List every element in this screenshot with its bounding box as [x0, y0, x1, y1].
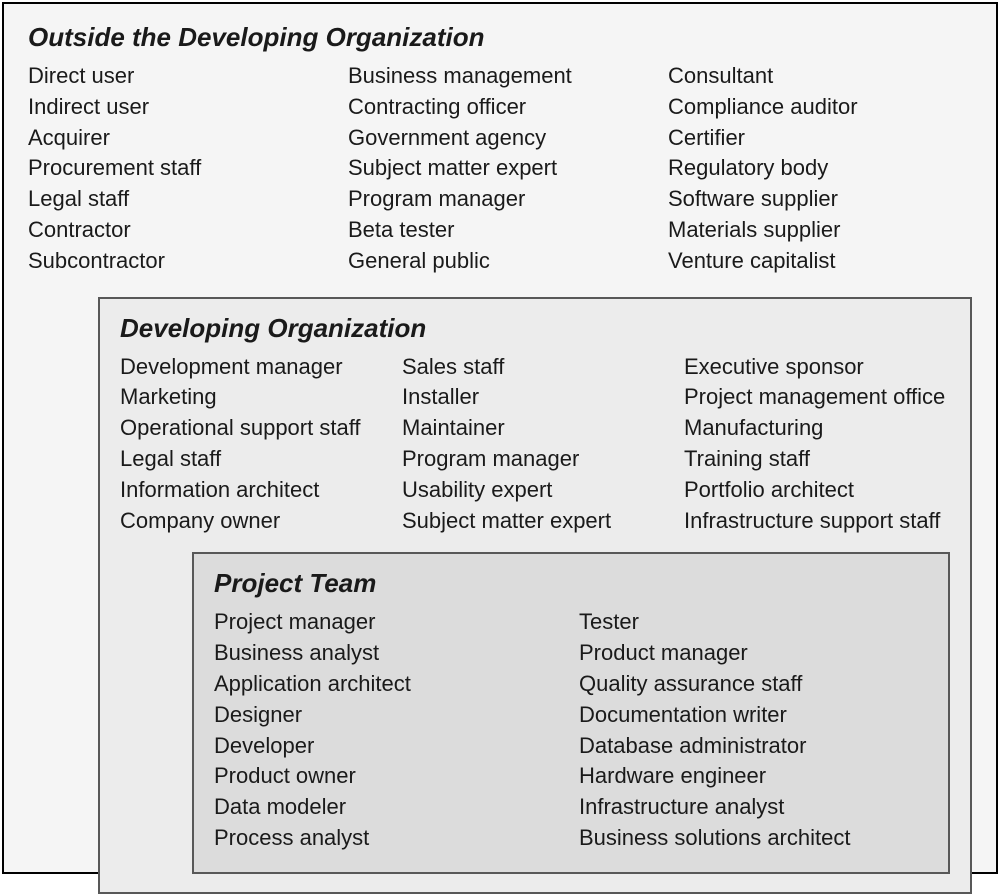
developing-organization-box: Developing Organization Development mana… — [98, 297, 972, 894]
developing-title: Developing Organization — [120, 313, 950, 344]
list-item: Executive sponsor — [684, 352, 950, 383]
list-item: Consultant — [668, 61, 972, 92]
list-item: Compliance auditor — [668, 92, 972, 123]
list-item: Usability expert — [402, 475, 668, 506]
list-item: Sales staff — [402, 352, 668, 383]
list-item: Project manager — [214, 607, 563, 638]
list-item: Legal staff — [28, 184, 332, 215]
list-item: Developer — [214, 731, 563, 762]
outside-columns: Direct user Indirect user Acquirer Procu… — [28, 61, 972, 277]
list-item: Company owner — [120, 506, 386, 537]
outside-col3: Consultant Compliance auditor Certifier … — [668, 61, 972, 277]
developing-col3: Executive sponsor Project management off… — [684, 352, 950, 537]
team-col1: Project manager Business analyst Applica… — [214, 607, 563, 853]
list-item: Installer — [402, 382, 668, 413]
list-item: Operational support staff — [120, 413, 386, 444]
list-item: Business solutions architect — [579, 823, 928, 854]
list-item: Marketing — [120, 382, 386, 413]
team-columns: Project manager Business analyst Applica… — [214, 607, 928, 853]
list-item: Subject matter expert — [348, 153, 652, 184]
list-item: Designer — [214, 700, 563, 731]
list-item: Procurement staff — [28, 153, 332, 184]
list-item: Beta tester — [348, 215, 652, 246]
list-item: Project management office — [684, 382, 950, 413]
team-title: Project Team — [214, 568, 928, 599]
list-item: Certifier — [668, 123, 972, 154]
list-item: Contracting officer — [348, 92, 652, 123]
list-item: Subcontractor — [28, 246, 332, 277]
list-item: Program manager — [348, 184, 652, 215]
list-item: Venture capitalist — [668, 246, 972, 277]
list-item: Quality assurance staff — [579, 669, 928, 700]
list-item: Maintainer — [402, 413, 668, 444]
outside-col2: Business management Contracting officer … — [348, 61, 652, 277]
developing-col1: Development manager Marketing Operationa… — [120, 352, 386, 537]
developing-col2: Sales staff Installer Maintainer Program… — [402, 352, 668, 537]
list-item: Acquirer — [28, 123, 332, 154]
list-item: Process analyst — [214, 823, 563, 854]
list-item: Materials supplier — [668, 215, 972, 246]
list-item: Data modeler — [214, 792, 563, 823]
list-item: Manufacturing — [684, 413, 950, 444]
list-item: Subject matter expert — [402, 506, 668, 537]
list-item: Program manager — [402, 444, 668, 475]
project-team-box: Project Team Project manager Business an… — [192, 552, 950, 873]
outside-title: Outside the Developing Organization — [28, 22, 972, 53]
list-item: Business analyst — [214, 638, 563, 669]
list-item: Legal staff — [120, 444, 386, 475]
list-item: Product manager — [579, 638, 928, 669]
list-item: Training staff — [684, 444, 950, 475]
list-item: Indirect user — [28, 92, 332, 123]
list-item: General public — [348, 246, 652, 277]
list-item: Direct user — [28, 61, 332, 92]
outside-col1: Direct user Indirect user Acquirer Procu… — [28, 61, 332, 277]
list-item: Infrastructure analyst — [579, 792, 928, 823]
list-item: Information architect — [120, 475, 386, 506]
list-item: Application architect — [214, 669, 563, 700]
list-item: Contractor — [28, 215, 332, 246]
list-item: Database administrator — [579, 731, 928, 762]
developing-columns: Development manager Marketing Operationa… — [120, 352, 950, 537]
list-item: Infrastructure support staff — [684, 506, 950, 537]
list-item: Tester — [579, 607, 928, 638]
list-item: Business management — [348, 61, 652, 92]
list-item: Portfolio architect — [684, 475, 950, 506]
list-item: Regulatory body — [668, 153, 972, 184]
list-item: Software supplier — [668, 184, 972, 215]
list-item: Product owner — [214, 761, 563, 792]
list-item: Government agency — [348, 123, 652, 154]
list-item: Development manager — [120, 352, 386, 383]
outside-organization-box: Outside the Developing Organization Dire… — [2, 2, 998, 874]
list-item: Hardware engineer — [579, 761, 928, 792]
team-col2: Tester Product manager Quality assurance… — [579, 607, 928, 853]
list-item: Documentation writer — [579, 700, 928, 731]
